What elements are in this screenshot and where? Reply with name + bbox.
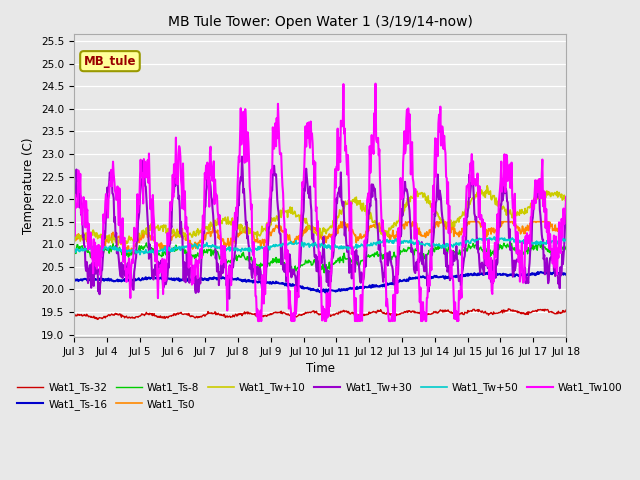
- Line: Wat1_Tw100: Wat1_Tw100: [74, 84, 566, 321]
- Wat1_Tw100: [372, 81, 380, 86]
- Wat1_Tw+10: [129, 237, 136, 242]
- Wat1_Tw+10: [70, 237, 77, 242]
- Wat1_Ts-32: [243, 309, 251, 315]
- Legend: Wat1_Ts-32, Wat1_Ts-16, Wat1_Ts-8, Wat1_Ts0, Wat1_Tw+10, Wat1_Tw+30, Wat1_Tw+50,: Wat1_Ts-32, Wat1_Ts-16, Wat1_Ts-8, Wat1_…: [13, 378, 627, 414]
- Wat1_Ts-8: [399, 248, 407, 253]
- Wat1_Ts-8: [321, 270, 328, 276]
- Line: Wat1_Ts-8: Wat1_Ts-8: [74, 243, 566, 273]
- Wat1_Tw+30: [244, 233, 252, 239]
- Line: Wat1_Ts0: Wat1_Ts0: [74, 222, 566, 254]
- Wat1_Tw+10: [399, 209, 406, 215]
- Wat1_Ts-8: [70, 246, 77, 252]
- Wat1_Ts-32: [399, 310, 406, 316]
- Wat1_Tw+50: [262, 245, 269, 251]
- Wat1_Ts-32: [504, 306, 512, 312]
- Wat1_Tw+30: [399, 199, 407, 205]
- Line: Wat1_Tw+10: Wat1_Tw+10: [74, 186, 566, 247]
- Wat1_Ts-32: [563, 307, 570, 313]
- Wat1_Ts0: [243, 222, 251, 228]
- Wat1_Ts0: [563, 219, 570, 225]
- Wat1_Tw100: [563, 194, 570, 200]
- Wat1_Ts-8: [143, 240, 150, 246]
- Wat1_Ts-8: [219, 255, 227, 261]
- Wat1_Tw100: [399, 159, 407, 165]
- Wat1_Ts-32: [371, 309, 379, 315]
- Wat1_Ts0: [129, 248, 136, 254]
- Wat1_Ts0: [70, 235, 77, 240]
- Wat1_Tw+50: [371, 241, 379, 247]
- Wat1_Tw+10: [122, 244, 129, 250]
- Wat1_Tw+30: [225, 296, 233, 301]
- Line: Wat1_Tw+50: Wat1_Tw+50: [74, 237, 566, 255]
- Wat1_Ts0: [262, 240, 269, 245]
- Line: Wat1_Ts-32: Wat1_Ts-32: [74, 309, 566, 319]
- Text: MB_tule: MB_tule: [84, 55, 136, 68]
- Wat1_Tw+10: [371, 218, 379, 224]
- Wat1_Ts-32: [70, 313, 77, 319]
- Wat1_Ts-32: [94, 316, 102, 322]
- Wat1_Ts-16: [399, 278, 406, 284]
- Wat1_Tw+50: [70, 249, 77, 255]
- Wat1_Ts-32: [219, 312, 227, 318]
- Wat1_Ts-16: [552, 269, 560, 275]
- Wat1_Tw+10: [483, 183, 491, 189]
- Wat1_Tw+50: [243, 246, 251, 252]
- Y-axis label: Temperature (C): Temperature (C): [22, 137, 35, 234]
- Wat1_Tw+10: [243, 231, 251, 237]
- Wat1_Ts-16: [70, 278, 77, 284]
- Wat1_Tw+10: [262, 228, 269, 234]
- Wat1_Tw100: [128, 260, 136, 265]
- Wat1_Ts0: [372, 222, 380, 228]
- X-axis label: Time: Time: [305, 362, 335, 375]
- Wat1_Ts-16: [243, 279, 250, 285]
- Wat1_Tw+30: [372, 197, 380, 203]
- Wat1_Ts-8: [128, 252, 136, 258]
- Wat1_Tw+30: [128, 279, 136, 285]
- Wat1_Tw+50: [399, 239, 406, 244]
- Wat1_Ts-16: [563, 272, 570, 277]
- Wat1_Tw+10: [563, 197, 570, 203]
- Wat1_Tw100: [254, 318, 262, 324]
- Wat1_Ts-8: [243, 254, 251, 260]
- Wat1_Ts0: [399, 222, 407, 228]
- Wat1_Tw100: [243, 159, 250, 165]
- Wat1_Ts-16: [128, 278, 136, 284]
- Wat1_Ts-8: [372, 251, 380, 256]
- Wat1_Ts-16: [322, 290, 330, 296]
- Wat1_Ts-16: [371, 284, 379, 289]
- Wat1_Ts-32: [262, 312, 269, 318]
- Wat1_Tw+50: [136, 252, 144, 258]
- Wat1_Ts-8: [262, 261, 269, 267]
- Wat1_Tw+30: [262, 264, 270, 269]
- Wat1_Tw+50: [128, 248, 136, 253]
- Wat1_Ts0: [96, 251, 104, 257]
- Wat1_Tw100: [262, 263, 269, 268]
- Wat1_Tw+10: [219, 216, 227, 222]
- Wat1_Tw+50: [490, 234, 498, 240]
- Wat1_Tw100: [70, 171, 77, 177]
- Wat1_Ts-32: [129, 314, 136, 320]
- Wat1_Tw+50: [219, 247, 227, 252]
- Wat1_Ts-16: [218, 275, 226, 281]
- Wat1_Tw100: [218, 255, 226, 261]
- Wat1_Tw+30: [70, 198, 77, 204]
- Title: MB Tule Tower: Open Water 1 (3/19/14-now): MB Tule Tower: Open Water 1 (3/19/14-now…: [168, 15, 472, 29]
- Wat1_Tw+30: [238, 154, 246, 159]
- Line: Wat1_Tw+30: Wat1_Tw+30: [74, 156, 566, 299]
- Line: Wat1_Ts-16: Wat1_Ts-16: [74, 272, 566, 293]
- Wat1_Tw+30: [563, 204, 570, 210]
- Wat1_Ts-16: [261, 280, 269, 286]
- Wat1_Tw+50: [563, 236, 570, 242]
- Wat1_Ts0: [337, 219, 345, 225]
- Wat1_Ts0: [219, 236, 227, 241]
- Wat1_Ts-8: [563, 244, 570, 250]
- Wat1_Tw100: [371, 127, 379, 132]
- Wat1_Tw+30: [218, 270, 226, 276]
